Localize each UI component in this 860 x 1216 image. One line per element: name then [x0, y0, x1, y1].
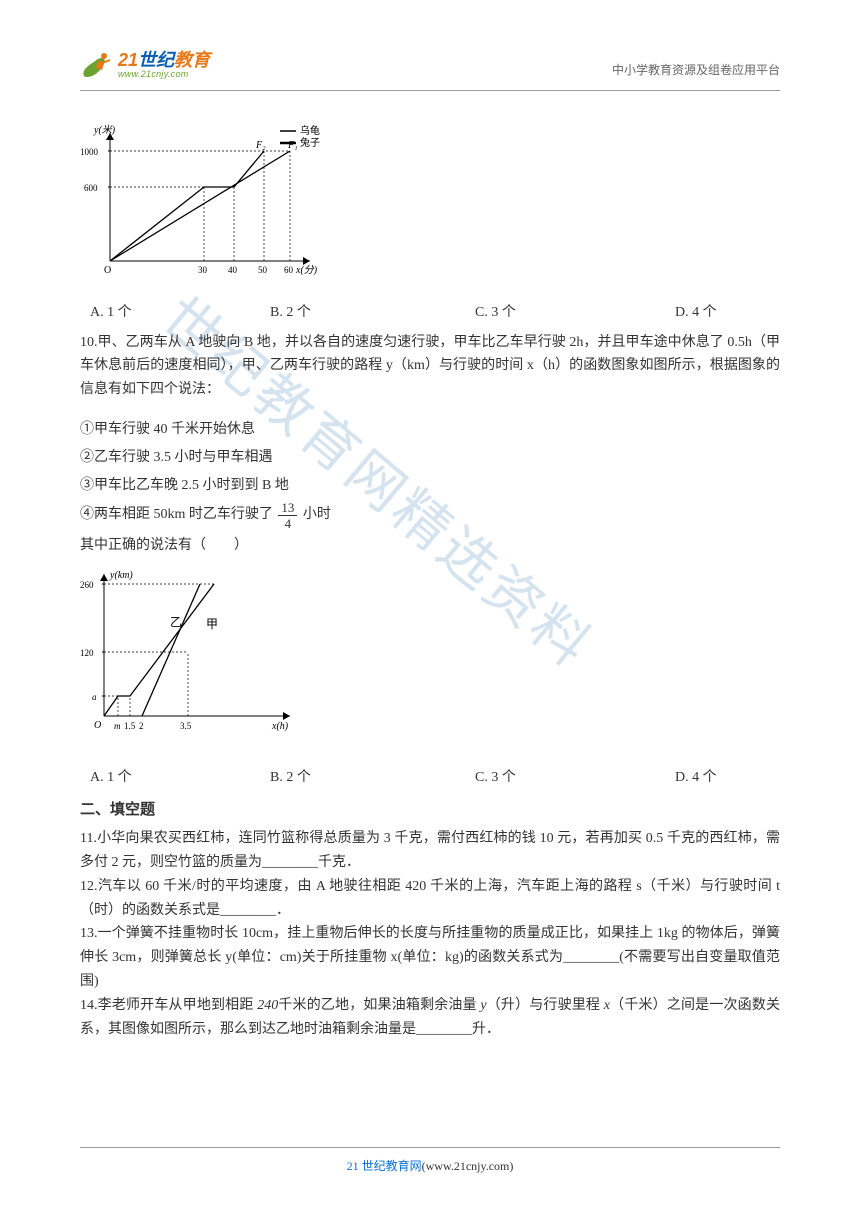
svg-text:3.5: 3.5 [180, 721, 192, 731]
svg-text:1000: 1000 [80, 147, 99, 157]
svg-text:x(分): x(分) [295, 264, 318, 276]
footer-brand: 21 世纪教育网 [347, 1159, 422, 1173]
q9-opt-b: B. 2 个 [270, 301, 475, 325]
footer-text: 21 世纪教育网(www.21cnjy.com) [0, 1156, 860, 1176]
q11: 11.小华向果农买西红柿，连同竹篮称得总质量为 3 千克，需付西红柿的钱 10 … [80, 827, 780, 875]
q10-stmt1: ①甲车行驶 40 千米开始休息 [80, 418, 780, 442]
svg-text:40: 40 [228, 265, 238, 275]
svg-text:兔子: 兔子 [300, 136, 320, 149]
svg-text:y(米): y(米) [93, 124, 116, 136]
svg-text:y(km): y(km) [109, 570, 133, 581]
logo-cn-21: 21 [118, 50, 138, 70]
q10-opt-a: A. 1 个 [90, 766, 270, 790]
q10-opt-d: D. 4 个 [675, 766, 717, 790]
logo-runner-icon [80, 50, 114, 80]
fraction-13-4: 13 4 [278, 501, 297, 530]
q10-stem: 10.甲、乙两车从 A 地驶向 B 地，并以各自的速度匀速行驶，甲车比乙车早行驶… [80, 331, 780, 402]
logo-cn-jiaoyu: 教育 [174, 50, 210, 70]
q14-b: 千米的乙地，如果油箱剩余油量 [278, 998, 480, 1013]
q10-stmt4: ④两车相距 50km 时乙车行驶了 13 4 小时 [80, 501, 780, 530]
section-2-heading: 二、填空题 [80, 798, 780, 824]
q14: 14.李老师开车从甲地到相距 240千米的乙地，如果油箱剩余油量 y（升）与行驶… [80, 994, 780, 1042]
header-right-text: 中小学教育资源及组卷应用平台 [612, 60, 780, 80]
q10-stmt2: ②乙车行驶 3.5 小时与甲车相遇 [80, 446, 780, 470]
q9-opt-a: A. 1 个 [90, 301, 270, 325]
q10-tail: 其中正确的说法有（ ） [80, 534, 780, 558]
q14-a: 14.李老师开车从甲地到相距 [80, 998, 257, 1013]
header-divider [80, 90, 780, 91]
q14-240: 240 [257, 998, 278, 1013]
svg-text:1.5: 1.5 [124, 721, 136, 731]
q12: 12.汽车以 60 千米/时的平均速度，由 A 地驶往相距 420 千米的上海，… [80, 875, 780, 923]
logo-url: www.21cnjy.com [118, 70, 210, 79]
q13: 13.一个弹簧不挂重物时长 10cm，挂上重物后伸长的长度与所挂重物的质量成正比… [80, 922, 780, 993]
page-footer: 21 世纪教育网(www.21cnjy.com) [0, 1147, 860, 1176]
logo-cn: 21世纪教育 [118, 51, 210, 70]
page-content: 21世纪教育 www.21cnjy.com 中小学教育资源及组卷应用平台 y(米… [80, 50, 780, 1041]
q10-opt-b: B. 2 个 [270, 766, 475, 790]
frac-den: 4 [278, 516, 297, 530]
svg-text:O: O [104, 265, 111, 276]
svg-text:2: 2 [139, 721, 144, 731]
svg-text:O: O [94, 720, 101, 731]
q10-stmt4-a: ④两车相距 50km 时乙车行驶了 [80, 507, 273, 522]
q9-opt-c: C. 3 个 [475, 301, 675, 325]
svg-text:F₁: F₁ [287, 140, 298, 151]
footer-divider [80, 1147, 780, 1148]
svg-text:x(h): x(h) [271, 721, 289, 732]
svg-text:F₂: F₂ [255, 140, 266, 151]
logo-cn-shiji: 世纪 [138, 50, 174, 70]
svg-text:50: 50 [258, 265, 268, 275]
q9-options: A. 1 个 B. 2 个 C. 3 个 D. 4 个 [90, 301, 780, 325]
svg-text:甲: 甲 [206, 617, 218, 631]
logo-text: 21世纪教育 www.21cnjy.com [118, 51, 210, 79]
q9-opt-d: D. 4 个 [675, 301, 717, 325]
svg-text:乌龟: 乌龟 [300, 124, 320, 137]
q10-stmt3: ③甲车比乙车晚 2.5 小时到到 B 地 [80, 474, 780, 498]
q14-c: （升）与行驶里程 [487, 998, 604, 1013]
svg-text:m: m [114, 721, 121, 731]
frac-num: 13 [278, 501, 297, 516]
q10-stmt4-b: 小时 [303, 507, 331, 522]
spacer [80, 402, 780, 414]
chart-q9: y(米) x(分) O 600 1000 30 40 50 60 F [80, 121, 780, 295]
svg-text:30: 30 [198, 265, 208, 275]
q10-opt-c: C. 3 个 [475, 766, 675, 790]
page-header: 21世纪教育 www.21cnjy.com 中小学教育资源及组卷应用平台 [80, 50, 780, 80]
svg-text:60: 60 [284, 265, 294, 275]
svg-text:260: 260 [80, 580, 94, 590]
q10-options: A. 1 个 B. 2 个 C. 3 个 D. 4 个 [90, 766, 780, 790]
svg-text:600: 600 [84, 183, 98, 193]
svg-text:120: 120 [80, 648, 94, 658]
chart-q10: y(km) x(h) O 260 120 a m 1.5 2 3.5 [80, 566, 780, 760]
footer-rest: (www.21cnjy.com) [422, 1159, 514, 1173]
logo: 21世纪教育 www.21cnjy.com [80, 50, 210, 80]
svg-text:a: a [92, 692, 97, 702]
svg-text:乙: 乙 [170, 615, 182, 629]
